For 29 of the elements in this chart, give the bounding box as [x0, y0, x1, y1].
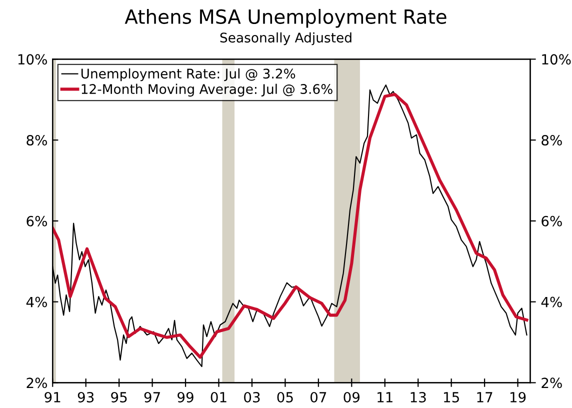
x-tick-label: 09 [344, 392, 360, 402]
y-tick-label: 4% [26, 296, 47, 308]
y2-tick-label: 6% [542, 216, 562, 226]
x-tick-label: 17 [477, 392, 492, 402]
chart-title: Athens MSA Unemployment Rate [124, 8, 446, 28]
legend-label: 12-Month Moving Average: Jul @ 3.6% [82, 84, 332, 97]
chart-subtitle: Seasonally Adjusted [220, 32, 352, 46]
y-tick-label: 6% [26, 216, 47, 226]
x-tick-label: 13 [410, 392, 426, 402]
x-tick-label: 19 [510, 392, 526, 402]
x-tick-label: 11 [378, 392, 392, 402]
y2-tick-label: 4% [541, 296, 562, 308]
x-tick-label: 07 [310, 392, 326, 402]
x-tick-label: 01 [210, 392, 226, 402]
y-tick-label: 2% [26, 378, 47, 388]
x-tick-label: 15 [444, 392, 459, 402]
y2-tick-label: 8% [542, 135, 562, 146]
x-tick-label: 03 [244, 392, 260, 402]
x-tick-label: 05 [277, 392, 293, 402]
x-tick-label: 95 [111, 392, 127, 402]
y2-tick-label: 10% [542, 54, 571, 65]
y2-tick-label: 2% [542, 378, 562, 388]
y-tick-label: 10% [18, 54, 47, 65]
x-tick-label: 99 [178, 392, 194, 402]
x-tick-label: 91 [44, 392, 60, 402]
x-tick-label: 97 [144, 392, 160, 402]
legend-label: Unemployment Rate: Jul @ 3.2% [81, 68, 296, 82]
y-tick-label: 8% [26, 135, 47, 146]
x-tick-label: 93 [78, 392, 94, 402]
